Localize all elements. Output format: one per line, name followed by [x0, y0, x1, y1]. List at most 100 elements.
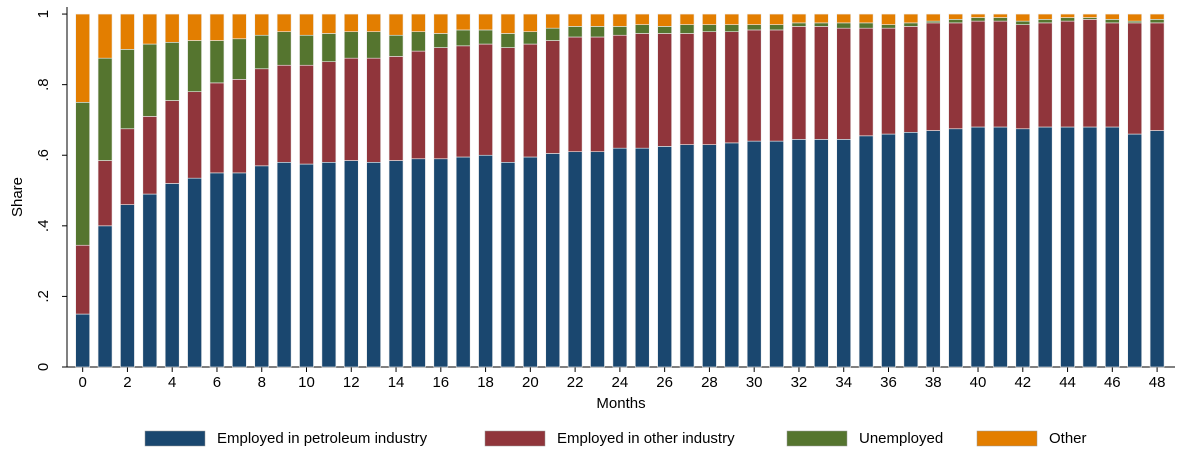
bar-segment — [993, 126, 1008, 368]
bar-segment — [903, 131, 919, 368]
bar-segment — [746, 140, 762, 368]
bar-segment — [567, 13, 583, 27]
bar-segment — [97, 160, 113, 227]
bar-segment — [478, 29, 493, 45]
x-tick-label: 44 — [1059, 374, 1076, 391]
bar-segment — [925, 130, 941, 368]
bar-segment — [321, 33, 337, 63]
bar-segment — [746, 13, 762, 25]
bar-segment — [366, 57, 381, 163]
bar-segment — [366, 161, 381, 368]
bar-segment — [97, 57, 113, 161]
x-tick-label: 42 — [1014, 374, 1031, 391]
legend-swatch — [144, 430, 206, 447]
bar-segment — [970, 126, 986, 368]
bar-segment — [187, 91, 202, 179]
bar-segment — [545, 13, 561, 29]
bar-segment — [276, 64, 292, 163]
bar-segment — [590, 13, 605, 27]
bar-segment — [433, 47, 449, 160]
bar-segment — [232, 172, 247, 368]
x-tick-label: 26 — [656, 374, 673, 391]
bar-segment — [164, 100, 180, 184]
bar-segment — [948, 22, 963, 130]
bar-segment — [858, 135, 874, 368]
bar-segment — [791, 13, 807, 24]
x-tick-label: 32 — [791, 374, 808, 391]
bar-segment — [411, 13, 426, 33]
bar-segment — [657, 33, 672, 147]
bar-segment — [455, 29, 471, 47]
bar-segment — [724, 24, 740, 33]
bar-segment — [187, 177, 202, 368]
bar-segment — [836, 27, 852, 140]
x-tick-label: 8 — [258, 374, 266, 391]
bar-segment — [455, 156, 471, 368]
x-tick-label: 14 — [388, 374, 405, 391]
bar-segment — [276, 31, 292, 66]
bar-segment — [75, 313, 90, 368]
legend-label: Unemployed — [859, 430, 943, 447]
bar-segment — [702, 144, 717, 368]
x-tick-label: 0 — [78, 374, 86, 391]
bar-segment — [858, 27, 874, 137]
bar-segment — [299, 64, 314, 165]
bar-segment — [769, 13, 784, 25]
bar-segment — [276, 161, 292, 368]
bar-segment — [276, 13, 292, 33]
bar-segment — [187, 13, 202, 41]
bar-segment — [1082, 19, 1098, 128]
bar-segment — [634, 147, 650, 368]
legend-swatch — [976, 430, 1038, 447]
bar-segment — [366, 13, 381, 33]
bar-segment — [993, 17, 1008, 22]
bar-segment — [814, 13, 829, 24]
bar-segment — [948, 13, 963, 20]
bar-segment — [679, 13, 695, 25]
bar-segment — [567, 26, 583, 38]
bar-segment — [388, 34, 404, 57]
bar-segment — [948, 128, 963, 368]
bar-segment — [702, 24, 717, 33]
bar-segment — [769, 24, 784, 31]
bar-segment — [590, 26, 605, 38]
x-axis-label: Months — [596, 395, 645, 412]
y-axis-label: Share — [9, 177, 26, 217]
x-tick-label: 16 — [432, 374, 449, 391]
legend-label: Other — [1049, 430, 1087, 447]
bar-segment — [209, 13, 225, 41]
bar-segment — [142, 13, 158, 45]
x-tick-label: 10 — [298, 374, 315, 391]
bar-segment — [702, 13, 717, 25]
x-tick-label: 6 — [213, 374, 221, 391]
bar-segment — [1060, 13, 1075, 18]
y-tick-label: .6 — [35, 149, 52, 162]
bar-segment — [1082, 126, 1098, 368]
bar-segment — [1037, 126, 1053, 368]
bar-segment — [343, 160, 359, 368]
bar-segment — [814, 22, 829, 27]
x-tick-label: 36 — [880, 374, 897, 391]
bar-segment — [993, 20, 1008, 128]
x-tick-label: 20 — [522, 374, 539, 391]
bar-segment — [164, 41, 180, 101]
bar-segment — [1105, 13, 1120, 20]
bar-segment — [1037, 19, 1053, 24]
bar-segment — [970, 13, 986, 18]
bar-segment — [1127, 22, 1143, 135]
bar-segment — [1060, 20, 1075, 128]
bar-segment — [164, 13, 180, 43]
bar-segment — [925, 13, 941, 22]
bar-segment — [187, 40, 202, 93]
bar-segment — [1127, 133, 1143, 368]
bar-segment — [75, 244, 90, 315]
bar-segment — [478, 13, 493, 31]
bar-segment — [254, 68, 270, 167]
bar-segment — [388, 56, 404, 161]
bar-segment — [523, 156, 538, 368]
bar-segment — [948, 19, 963, 24]
y-tick-label: .8 — [35, 78, 52, 91]
bar-segment — [881, 13, 896, 25]
bar-segment — [1149, 22, 1165, 131]
bar-segment — [1037, 22, 1053, 128]
